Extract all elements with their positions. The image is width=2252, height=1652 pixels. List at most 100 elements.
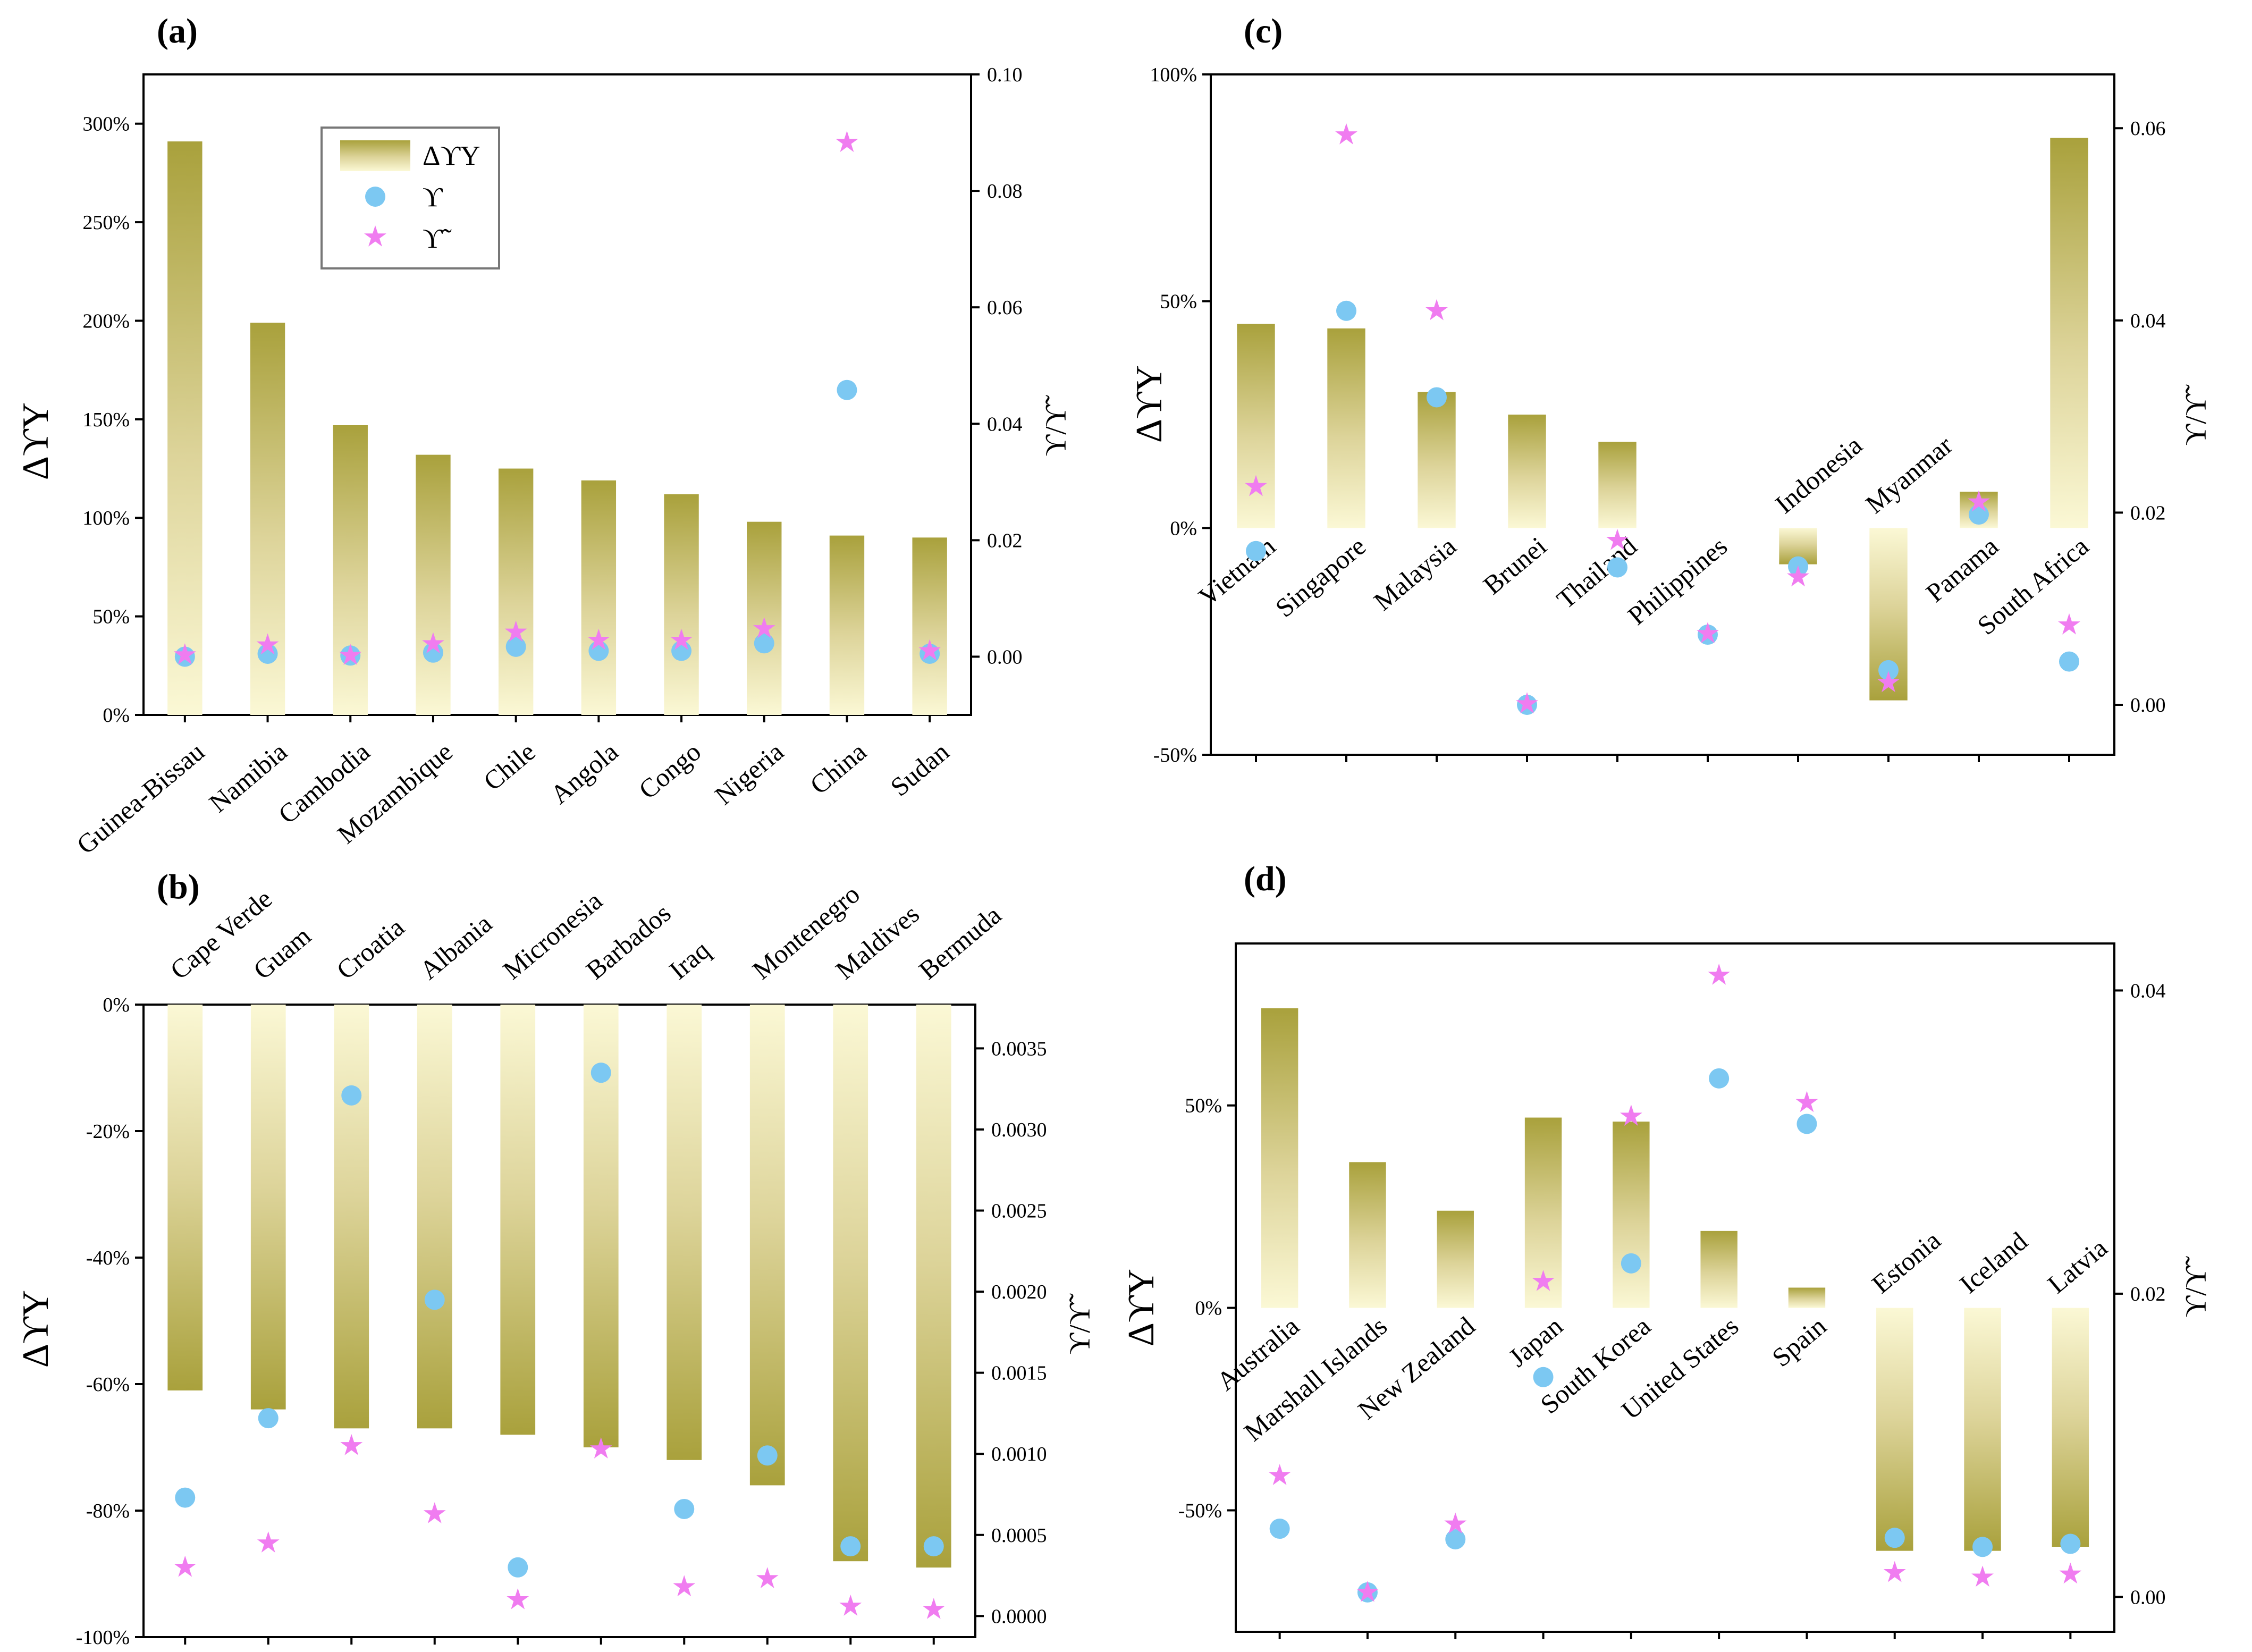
category-label: Spain <box>1766 1311 1832 1372</box>
bar-delta <box>1964 1308 2001 1551</box>
bar-delta <box>1508 415 1546 528</box>
point-upsilon <box>424 1289 445 1310</box>
y2-tick-label: 0.10 <box>987 64 1023 86</box>
point-upsilon <box>505 636 526 657</box>
panel-label: (a) <box>157 12 198 50</box>
point-upsilon-tilde <box>2059 1562 2082 1584</box>
legend-circle-label: ϒ <box>423 182 443 213</box>
point-upsilon-tilde <box>340 1434 363 1455</box>
y2-tick-label: 0.02 <box>987 529 1023 552</box>
y2-tick-label: 0.0035 <box>991 1038 1047 1060</box>
point-upsilon <box>837 380 857 400</box>
point-upsilon <box>1884 1528 1905 1548</box>
y-tick-label: 100% <box>82 507 130 529</box>
category-label: Bermuda <box>913 900 1007 985</box>
point-upsilon <box>674 1498 695 1519</box>
y2-tick-label: 0.06 <box>987 297 1023 319</box>
category-label: Latvia <box>2042 1233 2113 1299</box>
bar-delta <box>1788 1287 1826 1308</box>
y-tick-label: 0% <box>103 994 130 1016</box>
point-upsilon <box>2060 1533 2081 1554</box>
category-label: Indonesia <box>1769 430 1868 519</box>
bar-delta <box>498 468 534 715</box>
point-upsilon <box>1427 387 1447 408</box>
bar-delta <box>1437 1210 1474 1308</box>
legend-bar-swatch <box>340 140 410 171</box>
point-upsilon <box>423 642 443 663</box>
bar-delta <box>1876 1308 1913 1551</box>
point-upsilon <box>840 1536 861 1557</box>
bar-delta <box>334 1005 369 1429</box>
point-upsilon <box>257 643 278 664</box>
bar-delta <box>1418 392 1456 528</box>
point-upsilon-tilde <box>1795 1091 1818 1112</box>
bar-delta <box>167 1005 203 1390</box>
point-upsilon-tilde <box>1708 963 1731 985</box>
legend-circle-marker <box>365 187 385 207</box>
bar-delta <box>833 1005 868 1562</box>
point-upsilon-tilde <box>423 1502 446 1523</box>
y2-tick-label: 0.0030 <box>991 1119 1047 1141</box>
y2-tick-label: 0.0000 <box>991 1605 1047 1628</box>
category-label: Guinea-Bissau <box>71 737 210 860</box>
point-upsilon <box>1621 1253 1641 1274</box>
y2-tick-label: 0.02 <box>2130 502 2166 524</box>
y2-axis-title: ϒ/ϒ̃ <box>1064 1293 1097 1354</box>
y2-tick-label: 0.00 <box>987 646 1023 668</box>
category-label: Panama <box>1920 531 2004 608</box>
point-upsilon <box>1796 1114 1817 1134</box>
bar-delta <box>1261 1008 1298 1308</box>
point-upsilon-tilde <box>922 1598 945 1619</box>
point-upsilon <box>1445 1529 1466 1550</box>
bar-delta <box>250 1005 286 1410</box>
panel-a-chart: 0% 50% 100% 150% 200% 250% 300% 0.00 0.02 0.04 0.0… <box>15 12 1073 860</box>
y2-tick-label: 0.0005 <box>991 1524 1047 1547</box>
bar-delta <box>1349 1162 1386 1308</box>
y-tick-label: 250% <box>82 212 130 234</box>
category-label: Chile <box>478 737 541 797</box>
point-upsilon-tilde <box>1971 1565 1994 1587</box>
y-tick-label: 50% <box>1185 1095 1222 1117</box>
point-upsilon <box>2059 651 2079 672</box>
bar-delta <box>333 425 368 715</box>
point-upsilon-tilde <box>1335 123 1357 145</box>
y-tick-label: 150% <box>82 409 130 431</box>
category-label: Guam <box>248 921 317 985</box>
point-upsilon <box>1336 300 1356 321</box>
point-upsilon <box>1607 557 1627 578</box>
point-upsilon-tilde <box>257 1531 280 1553</box>
point-upsilon <box>1246 541 1266 561</box>
bar-delta <box>416 454 451 715</box>
y-tick-label: 0% <box>103 704 130 727</box>
category-label: China <box>804 737 872 800</box>
panel-b-chart: -100% -80% -60% -40% -20% 0% 0.0000 0.0005 0.001… <box>15 867 1097 1649</box>
bar-delta <box>581 480 617 715</box>
bar-delta <box>916 1005 951 1568</box>
bar-delta <box>1700 1230 1738 1308</box>
point-upsilon <box>1533 1367 1554 1387</box>
bar-delta <box>417 1005 452 1429</box>
plot-frame <box>1210 73 2115 756</box>
y2-tick-label: 0.0010 <box>991 1443 1047 1465</box>
category-label: Croatia <box>331 912 410 985</box>
y-tick-label: -60% <box>86 1373 130 1396</box>
category-label: Japan <box>1503 1311 1568 1372</box>
y-tick-label: 50% <box>92 606 130 628</box>
y2-tick-label: 0.00 <box>2130 1586 2166 1608</box>
y2-axis-title: ϒ/ϒ̃ <box>2180 1256 2213 1317</box>
y-tick-label: 0% <box>1170 517 1197 540</box>
y2-axis-title: ϒ/ϒ̃ <box>2180 384 2213 445</box>
y2-tick-label: 0.06 <box>2130 117 2166 140</box>
point-upsilon <box>1972 1537 1993 1557</box>
y-axis-title: ΔϒΥ <box>15 1290 56 1368</box>
point-upsilon-tilde <box>756 1567 779 1588</box>
point-upsilon <box>508 1557 528 1578</box>
plot-frame <box>142 73 972 716</box>
point-upsilon <box>341 1085 362 1106</box>
point-upsilon <box>754 633 774 654</box>
y2-tick-label: 0.0015 <box>991 1362 1047 1385</box>
y2-tick-label: 0.02 <box>2130 1283 2166 1305</box>
category-label: Vietnam <box>1193 531 1281 612</box>
bar-delta <box>749 1005 785 1486</box>
category-label: Philippines <box>1622 531 1733 631</box>
